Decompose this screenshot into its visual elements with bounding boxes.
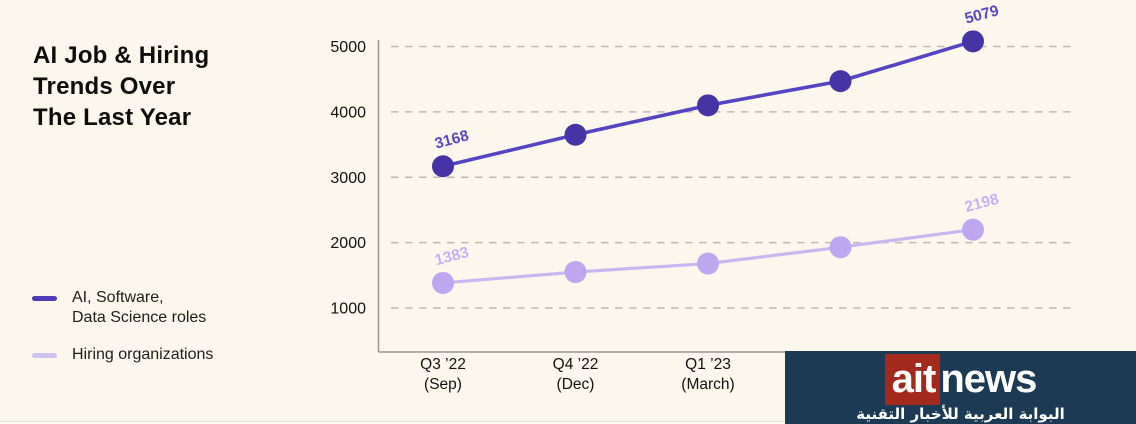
x-tick-label-line1: Q4 ’22 — [553, 356, 599, 373]
legend-item-ai-roles: AI, Software, Data Science roles — [32, 288, 213, 328]
data-point — [564, 123, 587, 146]
data-point-label: 5079 — [963, 2, 1001, 27]
page-title: AI Job & Hiring Trends Over The Last Yea… — [33, 40, 209, 133]
data-point-label: 3168 — [433, 127, 471, 152]
aitnews-logo-ait-redbox: ait — [884, 354, 941, 405]
legend-label-line: Data Science roles — [72, 309, 207, 326]
legend-label-ai-roles: AI, Software, Data Science roles — [72, 288, 206, 328]
aitnews-logo-tagline: البوابة العربية للأخبار التقنية — [856, 405, 1065, 423]
y-tick-label: 3000 — [330, 170, 366, 187]
x-tick-label-line2: (Sep) — [424, 376, 462, 393]
aitnews-logo-news-text: news — [940, 356, 1037, 401]
title-line-3: The Last Year — [33, 104, 192, 131]
data-point-label: 1383 — [433, 244, 471, 269]
data-point — [432, 155, 454, 178]
data-point — [829, 70, 852, 93]
aitnews-logo: ait news البوابة العربية للأخبار التقنية — [785, 351, 1136, 424]
data-point — [564, 261, 587, 284]
data-point — [697, 252, 719, 275]
y-tick-label: 1000 — [330, 301, 366, 318]
legend-item-hiring-orgs: Hiring organizations — [32, 345, 213, 365]
legend-label-line: AI, Software, — [72, 289, 164, 306]
data-point — [962, 30, 984, 53]
data-point — [432, 271, 454, 294]
legend-swatch-dark-icon — [32, 296, 57, 301]
y-tick-label: 4000 — [330, 104, 366, 121]
chart-legend: AI, Software, Data Science roles Hiring … — [32, 288, 213, 382]
x-tick-label-line1: Q1 ’23 — [685, 356, 731, 373]
x-tick-label-line2: (Dec) — [557, 376, 595, 393]
data-point — [829, 236, 852, 259]
legend-swatch-light-icon — [32, 353, 57, 358]
legend-label-line: Hiring organizations — [72, 346, 214, 363]
x-tick-label-line1: Q3 ’22 — [420, 356, 466, 373]
y-tick-label: 2000 — [330, 235, 366, 252]
x-tick-label-line2: (March) — [681, 376, 734, 393]
data-point-label: 2198 — [963, 191, 1001, 216]
data-point — [697, 94, 719, 117]
title-line-1: AI Job & Hiring — [33, 42, 210, 69]
aitnews-wordmark: ait news — [884, 352, 1037, 405]
legend-label-hiring-orgs: Hiring organizations — [72, 345, 213, 365]
image-bottom-edge — [0, 421, 1136, 424]
data-point — [962, 218, 984, 241]
title-line-2: Trends Over — [33, 73, 176, 100]
y-tick-label: 5000 — [330, 39, 366, 56]
